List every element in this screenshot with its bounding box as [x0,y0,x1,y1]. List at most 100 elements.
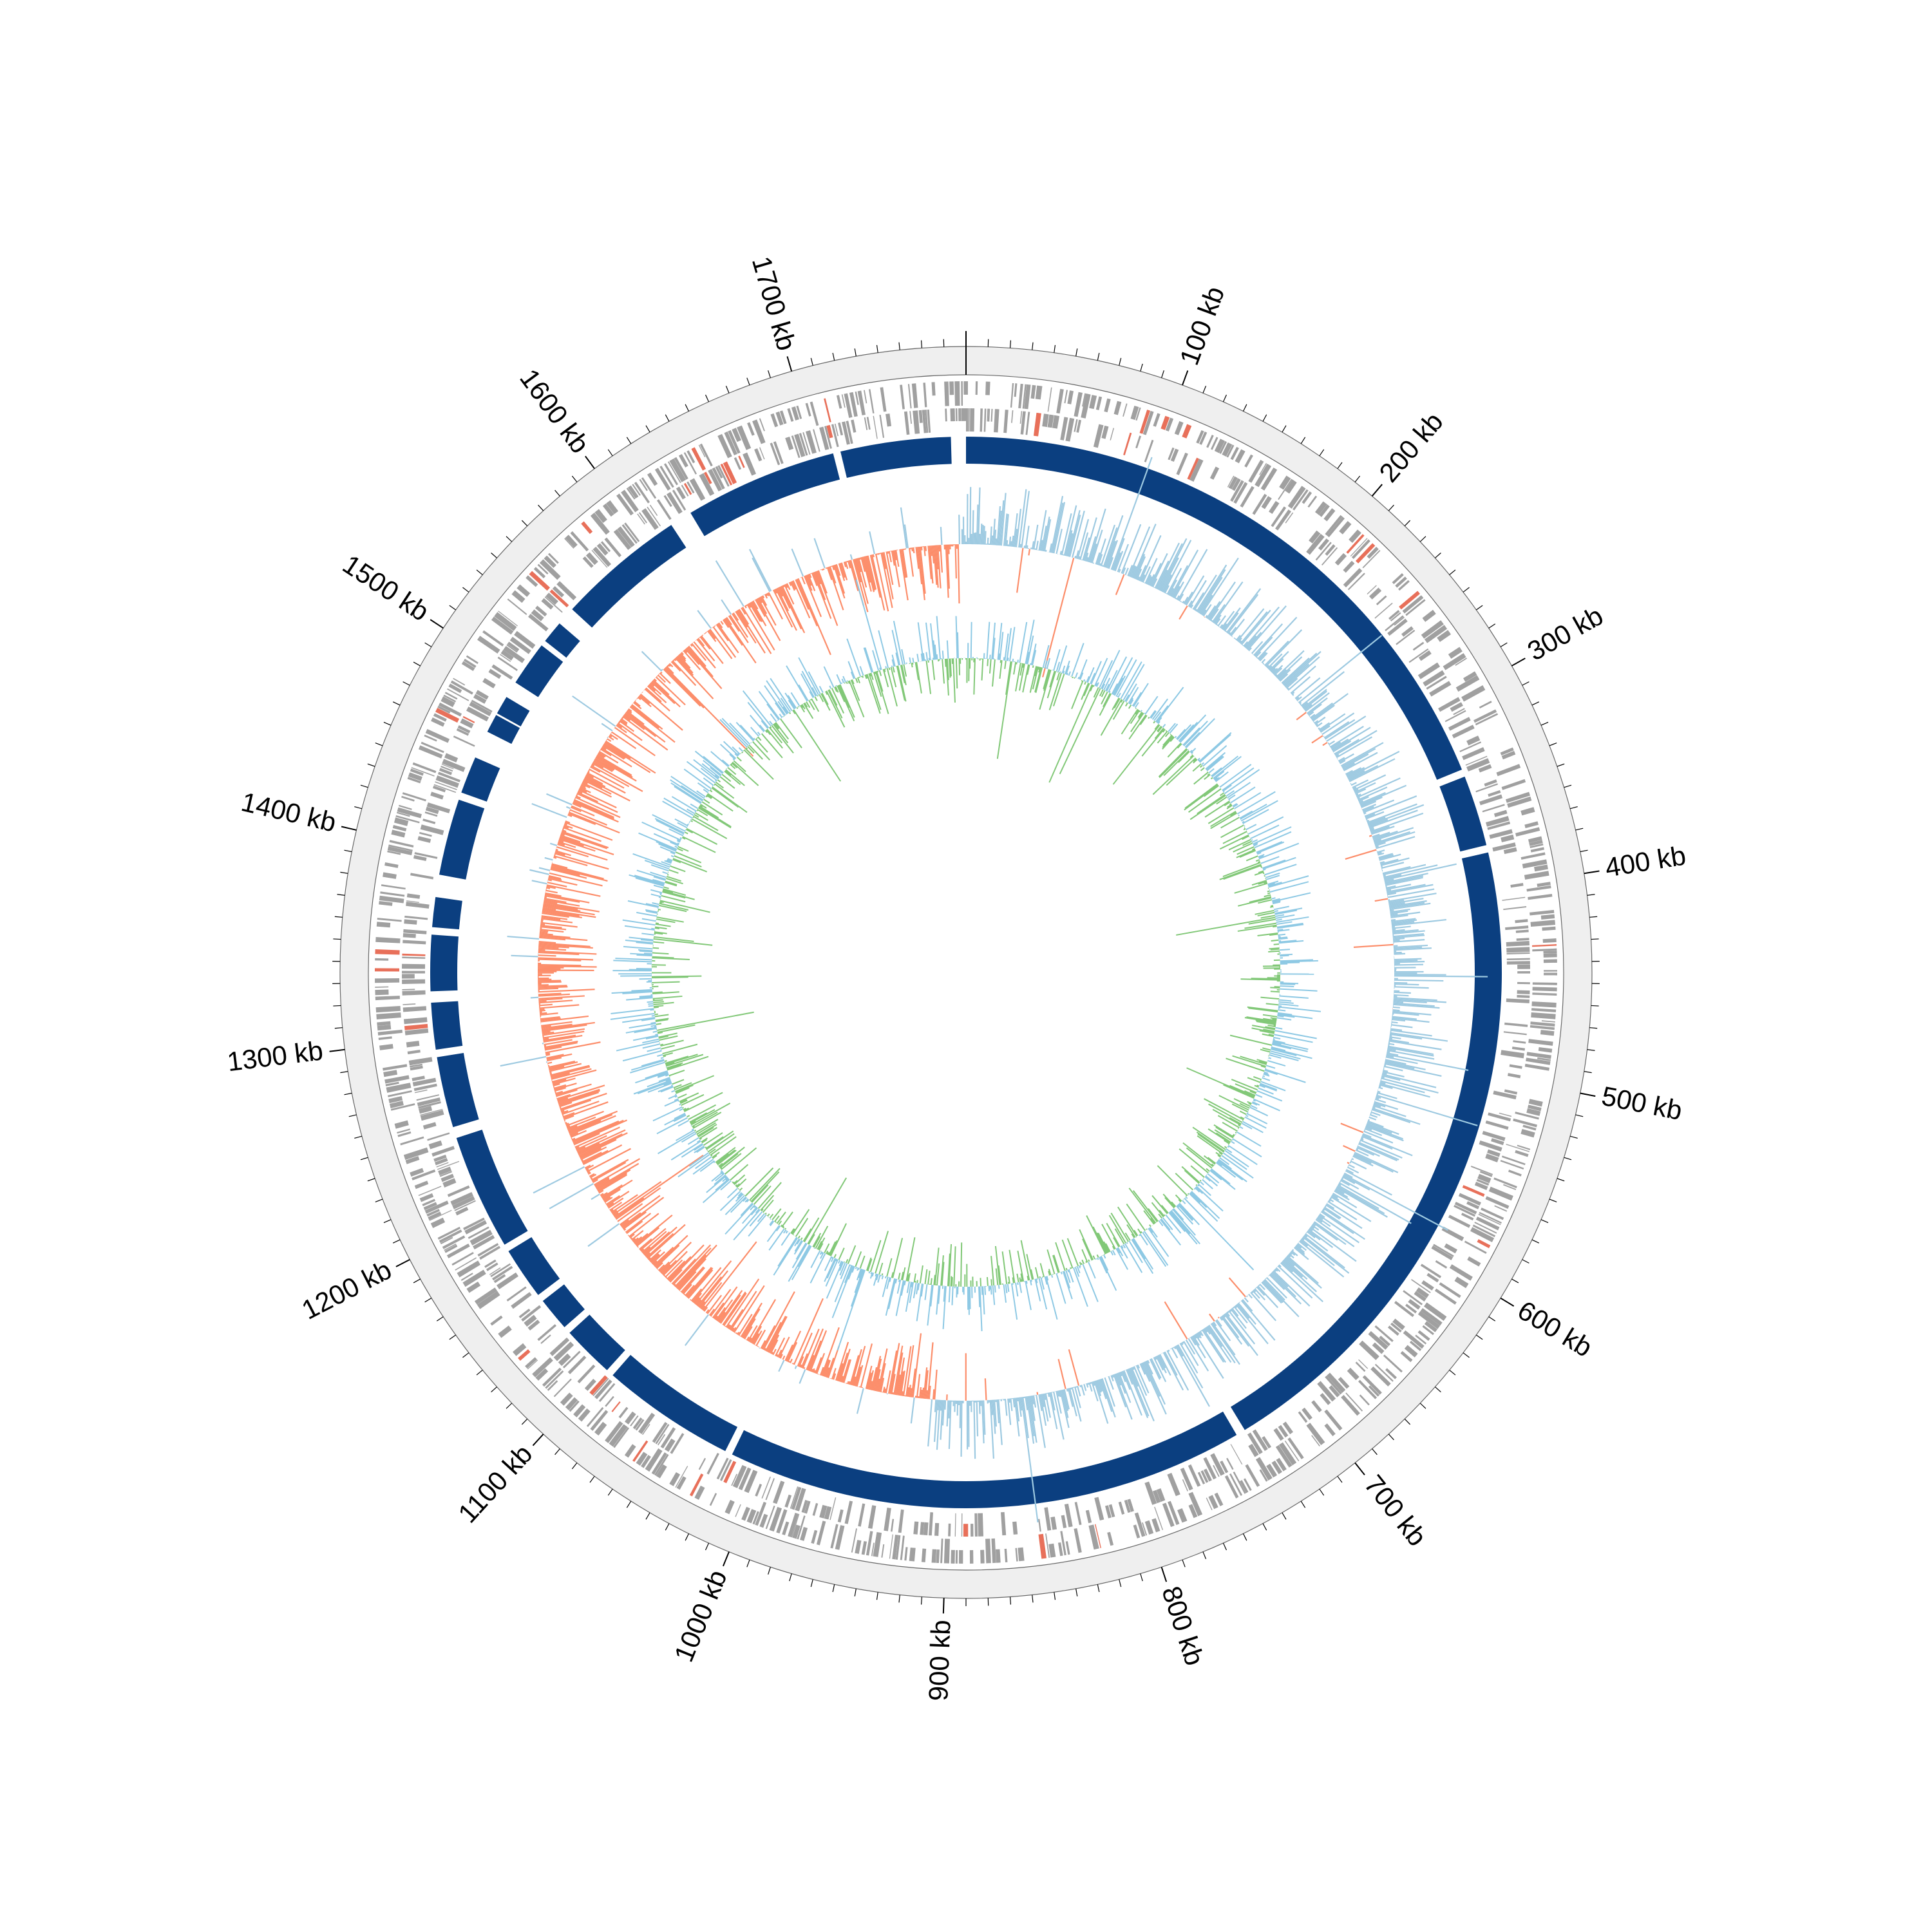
gc-content-above-bar [1177,724,1192,741]
gc-skew-negative-bar [656,675,658,677]
gc-skew-positive-bar [1092,1381,1095,1386]
cds-feature [606,500,619,515]
gc-content-above-bar [1015,1282,1019,1297]
cds-feature [900,384,905,410]
gc-content-above-bar [1273,905,1289,911]
gc-content-above-bar [715,1178,730,1191]
gc-content-below-bar [1204,1098,1244,1121]
gc-content-above-bar [1211,1168,1231,1185]
gc-skew-negative-bar [701,635,724,665]
cds-feature [819,1504,828,1519]
cds-feature [494,612,517,631]
gc-content-below-bar [1124,1232,1131,1241]
gc-skew-negative-bar [639,694,683,731]
cds-feature [1488,1186,1513,1201]
gc-skew-negative-bar [545,1052,551,1055]
gc-skew-positive-bar [1371,1108,1411,1124]
minor-tick [810,1579,813,1587]
gc-skew-positive-bar [1204,1327,1208,1333]
gc-skew-positive-bar [1112,1374,1114,1378]
tick-label: 1300 kb [225,1035,325,1077]
gc-content-above-bar [1276,918,1282,922]
gc-skew-negative-bar [880,552,893,609]
gc-content-below-bar [744,1167,774,1197]
cds-feature [1476,1179,1490,1186]
gc-skew-negative-bar [594,1177,610,1187]
gc-skew-negative-bar [761,596,768,606]
gc-skew-negative-bar [538,945,569,949]
cds-feature [699,473,715,496]
gc-content-above-bar [648,1003,654,1005]
gc-content-below-bar [1055,1242,1066,1271]
gc-content-below-bar [1246,1016,1277,1023]
gc-content-below-bar [1263,1018,1277,1021]
gc-skew-negative-bar [873,1358,882,1391]
gc-skew-negative-bar [646,1233,674,1258]
gc-content-below-bar [1164,732,1170,737]
gc-skew-positive-bar [1205,614,1208,618]
gc-skew-positive-bar [1323,721,1350,739]
cds-feature [1081,393,1091,419]
gc-skew-negative-bar [568,813,596,826]
gc-content-above-bar [794,1238,800,1247]
gc-content-below-bar [1090,685,1094,692]
cds-feature [1503,847,1517,855]
gc-skew-negative-bar [825,567,828,569]
gc-content-above-bar [1168,723,1176,733]
gc-content-below-bar [750,1171,780,1202]
gc-skew-positive-bar [1105,540,1117,569]
gc-skew-positive-bar [1278,669,1291,681]
cds-feature [1275,1444,1293,1468]
cds-feature [1118,1501,1125,1515]
gc-skew-positive-bar [1273,665,1283,675]
gc-content-above-bar [1222,784,1232,792]
gc-content-above-bar [1113,677,1124,696]
cds-feature [408,772,422,781]
gc-skew-negative-bar [776,1354,779,1358]
gc-skew-negative-bar [541,916,561,921]
cds-feature [1515,827,1540,837]
cds-feature [624,522,640,542]
cds-feature [970,408,975,432]
gc-skew-negative-bar [567,1116,596,1130]
gc-skew-negative-bar [674,657,714,699]
gc-content-below-bar [1270,905,1274,907]
gc-skew-positive-bar [572,695,616,727]
gc-content-above-bar [658,1131,696,1155]
gc-content-below-bar [1128,705,1132,709]
gc-skew-positive-bar [1220,1316,1243,1345]
gc-skew-negative-bar [1311,735,1323,744]
gc-content-above-bar [687,1137,699,1145]
cds-feature [416,1094,440,1101]
gc-skew-negative-bar [900,549,907,578]
minor-tick [462,587,469,592]
gc-skew-negative-bar [539,931,548,934]
gc-content-below-bar [846,1259,849,1264]
cds-feature [1351,539,1370,559]
gc-content-below-bar [701,1137,708,1143]
gc-skew-positive-bar [1130,1367,1155,1422]
cds-feature [466,655,478,665]
gc-content-below-bar [838,1247,845,1260]
gc-skew-positive-bar [1153,1357,1167,1383]
gc-content-below-bar [652,995,683,999]
gc-content-below-bar [1131,1233,1135,1238]
gc-content-above-bar [1263,868,1266,871]
cds-feature [1515,1150,1529,1157]
gc-content-below-bar [1229,1084,1255,1097]
gc-content-above-bar [1251,839,1258,843]
gc-content-below-bar [1217,1115,1240,1128]
cds-feature [1334,553,1347,566]
gc-skew-negative-bar [672,1244,712,1285]
gc-skew-negative-bar [752,600,759,610]
gc-skew-positive-bar [958,515,961,545]
cds-feature [1394,616,1405,626]
gc-skew-positive-bar [1121,1371,1126,1383]
cds-feature [442,1235,466,1249]
gc-content-below-bar [1099,693,1112,716]
gc-content-above-bar [1133,1238,1154,1270]
gc-content-above-bar [1101,650,1121,689]
cds-feature [1154,1506,1164,1530]
gc-skew-positive-bar [1374,831,1410,844]
gc-content-below-bar [1215,1126,1234,1139]
